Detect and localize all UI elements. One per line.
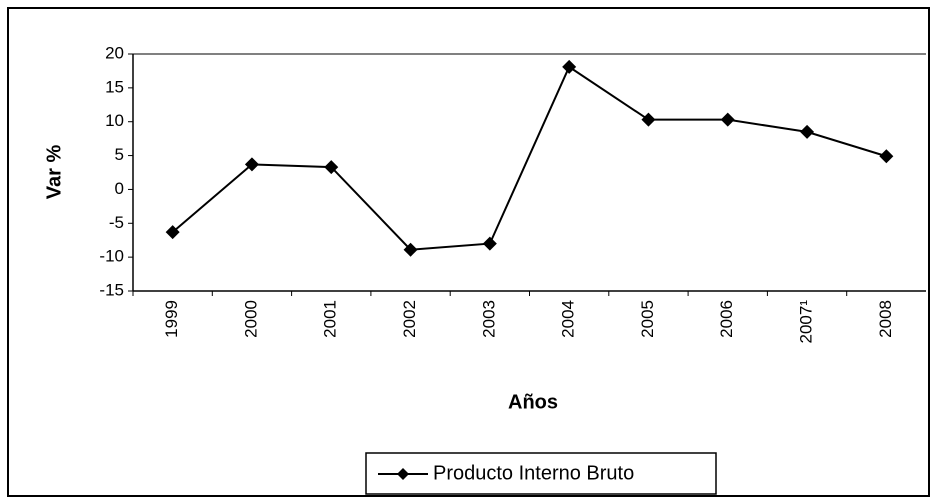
- y-axis-label: Var %: [43, 145, 65, 200]
- marker: [720, 112, 735, 127]
- y-tick-label: 5: [115, 145, 124, 164]
- marker: [482, 236, 497, 251]
- x-tick-label: 2008: [876, 300, 895, 338]
- y-tick-label: 20: [105, 43, 124, 62]
- y-tick-label: -5: [109, 213, 124, 232]
- y-tick-label: 0: [115, 179, 124, 198]
- legend-label: Producto Interno Bruto: [433, 462, 634, 484]
- marker: [244, 157, 259, 172]
- y-tick-label: -10: [99, 247, 124, 266]
- x-tick-label: 2003: [479, 300, 498, 338]
- y-tick-label: 10: [105, 111, 124, 130]
- x-tick-label: 2002: [400, 300, 419, 338]
- series-line: [172, 65, 887, 251]
- y-tick-label: -15: [99, 280, 124, 299]
- marker: [403, 242, 418, 257]
- marker: [879, 149, 894, 164]
- x-tick-label: 2001: [321, 300, 340, 338]
- marker: [165, 225, 180, 240]
- marker: [324, 160, 339, 175]
- marker: [800, 124, 815, 139]
- x-tick-label: 2005: [638, 300, 657, 338]
- chart-frame: [7, 7, 930, 497]
- marker: [641, 112, 656, 127]
- x-tick-label: 2004: [559, 300, 578, 338]
- x-tick-label: 2006: [717, 300, 736, 338]
- x-tick-label: 1999: [162, 300, 181, 338]
- x-axis-label: Años: [508, 391, 558, 413]
- x-tick-label: 2007¹: [797, 300, 816, 344]
- legend-marker: [397, 468, 409, 480]
- marker: [562, 59, 577, 74]
- x-tick-label: 2000: [241, 300, 260, 338]
- y-tick-label: 15: [105, 77, 124, 96]
